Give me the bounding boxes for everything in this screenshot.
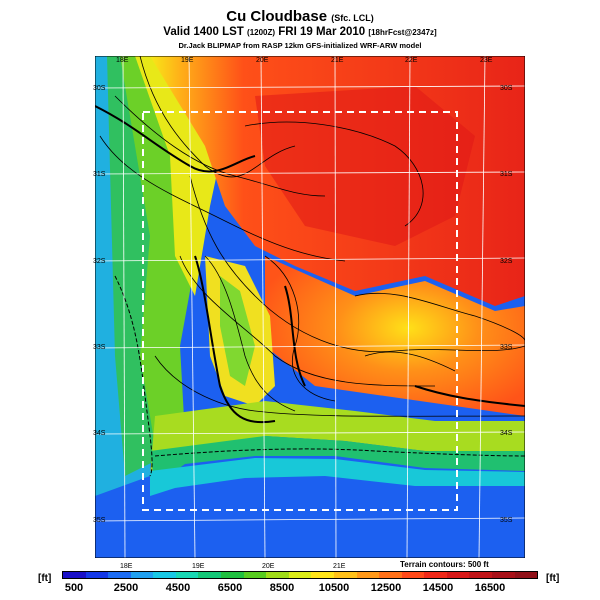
colorbar-label: 16500: [474, 582, 506, 594]
valid-time: Valid 1400 LST (1200Z) FRI 19 Mar 2010 […: [163, 26, 437, 38]
colorbar-label: 2500: [113, 582, 139, 594]
colorbar-swatch: [379, 572, 402, 578]
colorbar-swatch: [288, 572, 312, 578]
lat-label-left: 32S: [93, 258, 106, 265]
colorbar-swatch: [333, 572, 357, 578]
colorbar-swatch: [243, 572, 267, 578]
colorbar-label: 8500: [269, 582, 295, 594]
colorbar-swatch: [85, 572, 109, 578]
colorbar-label: 10500: [318, 582, 350, 594]
model-credit: Dr.Jack BLIPMAP from RASP 12km GFS-initi…: [178, 41, 422, 50]
colorbar-swatch: [514, 572, 538, 578]
colorbar-label: 6500: [217, 582, 243, 594]
lon-label-bottom: 19E: [192, 563, 205, 570]
colorbar-swatch: [424, 572, 447, 578]
colorbar-swatch: [221, 572, 244, 578]
colorbar-swatch: [469, 572, 492, 578]
colorbar-label: 12500: [370, 582, 402, 594]
colorbar-swatch: [63, 572, 86, 578]
cloudbase-map: [95, 56, 525, 558]
colorbar-label: 500: [64, 582, 84, 594]
lat-label-right: 32S: [500, 258, 513, 265]
lat-label-left: 33S: [93, 344, 106, 351]
lon-label-top: 21E: [331, 57, 344, 64]
lat-label-right: 33S: [500, 344, 513, 351]
colorbar-swatch: [108, 572, 131, 578]
colorbar-label: 4500: [165, 582, 191, 594]
terrain-contour-note: Terrain contours: 500 ft: [400, 560, 489, 569]
lon-label-top: 19E: [181, 57, 194, 64]
lat-label-right: 31S: [500, 171, 513, 178]
colorbar-swatch: [130, 572, 154, 578]
lat-label-right: 30S: [500, 85, 513, 92]
colorbar-swatch: [198, 572, 222, 578]
forecast-info: [18hrFcst@2347z]: [368, 28, 437, 37]
lat-label-left: 31S: [93, 171, 106, 178]
colorbar-label: 14500: [422, 582, 454, 594]
lon-label-bottom: 21E: [333, 563, 346, 570]
lat-label-right: 34S: [500, 430, 513, 437]
colorbar: [62, 571, 538, 579]
colorbar-swatch: [266, 572, 289, 578]
lon-label-top: 23E: [480, 57, 493, 64]
lat-label-left: 30S: [93, 85, 106, 92]
valid-time-code: (1200Z): [247, 28, 276, 37]
colorbar-unit-left: [ft]: [38, 573, 52, 584]
inner-domain-box: [142, 111, 458, 511]
colorbar-swatch: [153, 572, 176, 578]
lat-lon-grid: [95, 56, 525, 558]
lat-label-left: 35S: [93, 517, 106, 524]
lat-label-left: 34S: [93, 430, 106, 437]
colorbar-swatch: [491, 572, 515, 578]
colorbar-swatch: [311, 572, 334, 578]
lon-label-bottom: 20E: [262, 563, 275, 570]
chart-title: Cu Cloudbase (Sfc. LCL): [226, 8, 374, 25]
colorbar-swatch: [356, 572, 380, 578]
lat-label-right: 35S: [500, 517, 513, 524]
valid-date: FRI 19 Mar 2010: [278, 26, 366, 38]
lon-label-top: 20E: [256, 57, 269, 64]
colorbar-swatch: [175, 572, 199, 578]
lon-label-bottom: 18E: [120, 563, 133, 570]
lon-label-top: 22E: [405, 57, 418, 64]
title-suffix: (Sfc. LCL): [331, 13, 374, 23]
colorbar-unit-right: [ft]: [546, 573, 560, 584]
colorbar-swatch: [401, 572, 425, 578]
lon-label-top: 18E: [116, 57, 129, 64]
colorbar-swatch: [446, 572, 470, 578]
